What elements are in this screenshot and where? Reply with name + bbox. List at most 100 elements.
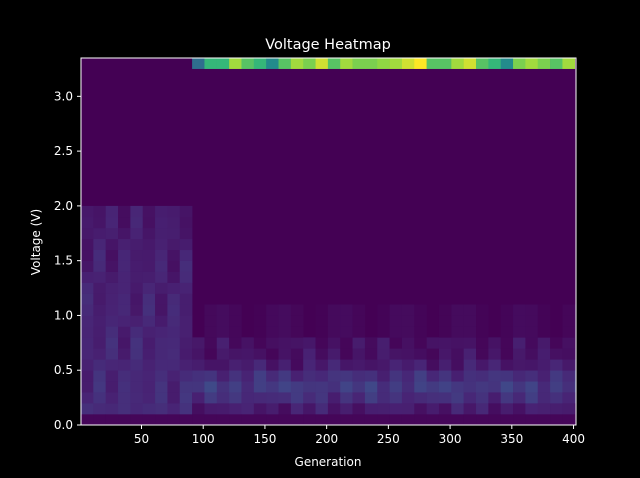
- heatmap-cell: [142, 359, 156, 371]
- heatmap-cell: [142, 348, 156, 360]
- heatmap-cell: [105, 414, 119, 426]
- heatmap-cell: [179, 381, 193, 393]
- heatmap-cell: [167, 326, 181, 338]
- heatmap-cell: [488, 414, 501, 426]
- heatmap-cell: [476, 315, 489, 327]
- heatmap-cell: [315, 337, 329, 349]
- heatmap-cell: [476, 326, 489, 338]
- heatmap-cell: [550, 414, 563, 426]
- heatmap-cell: [93, 227, 106, 240]
- heatmap-cell: [476, 304, 489, 316]
- heatmap-cell: [377, 392, 390, 404]
- heatmap-cell: [93, 293, 106, 305]
- heatmap-cell: [142, 403, 156, 415]
- heatmap-cell-top-row: [278, 58, 292, 69]
- heatmap-cell: [93, 282, 106, 294]
- heatmap-cell: [241, 381, 255, 393]
- heatmap-cell: [142, 227, 156, 240]
- heatmap-cell: [167, 337, 181, 349]
- heatmap-cell: [290, 359, 304, 371]
- heatmap-cell: [327, 403, 341, 415]
- heatmap-cell-top-row: [488, 58, 501, 69]
- heatmap-cell-top-row: [241, 58, 255, 69]
- x-tick-label: 250: [377, 432, 400, 446]
- heatmap-cell: [142, 392, 156, 404]
- heatmap-cell-top-row: [192, 58, 205, 69]
- heatmap-cell: [81, 282, 94, 294]
- heatmap-cell: [340, 348, 353, 360]
- heatmap-cell: [414, 403, 427, 415]
- heatmap-cell: [352, 315, 366, 327]
- heatmap-cell: [179, 304, 193, 316]
- heatmap-cell: [500, 414, 514, 426]
- heatmap-cell: [204, 337, 218, 349]
- heatmap-cell: [389, 326, 403, 338]
- heatmap-cell: [438, 304, 452, 316]
- heatmap-cell: [513, 381, 526, 393]
- heatmap-cell: [105, 403, 119, 415]
- heatmap-cell: [438, 337, 452, 349]
- heatmap-cell: [315, 304, 329, 316]
- heatmap-cell: [167, 282, 181, 294]
- heatmap-cell: [216, 315, 230, 327]
- heatmap-cell: [525, 370, 539, 382]
- heatmap-cell: [204, 403, 218, 415]
- heatmap-cell: [500, 315, 514, 327]
- heatmap-cell-top-row: [364, 58, 378, 69]
- heatmap-cell: [81, 392, 94, 404]
- heatmap-cell: [93, 392, 106, 404]
- heatmap-cell: [401, 414, 415, 426]
- heatmap-cell: [105, 326, 119, 338]
- heatmap-cell: [315, 326, 329, 338]
- y-tick-label: 1.0: [54, 308, 73, 322]
- heatmap-cell: [451, 348, 464, 360]
- heatmap-cell: [130, 403, 144, 415]
- heatmap-cell: [340, 337, 353, 349]
- heatmap-cell: [253, 337, 267, 349]
- heatmap-cell: [488, 392, 501, 404]
- heatmap-cell-top-row: [216, 58, 230, 69]
- heatmap-cell: [155, 260, 168, 272]
- heatmap-cell: [93, 315, 106, 327]
- heatmap-cell: [81, 359, 94, 371]
- heatmap-cell: [476, 348, 489, 360]
- heatmap-cell-top-row: [266, 58, 279, 69]
- heatmap-cell: [513, 392, 526, 404]
- heatmap-cell: [167, 348, 181, 360]
- heatmap-cell: [451, 326, 464, 338]
- heatmap-cell: [105, 249, 119, 261]
- heatmap-cell: [401, 304, 415, 316]
- heatmap-cell: [155, 392, 168, 404]
- heatmap-cell: [352, 414, 366, 426]
- heatmap-cell: [463, 370, 477, 382]
- heatmap-cell: [562, 304, 576, 316]
- heatmap-cell: [81, 238, 94, 251]
- heatmap-cell: [438, 370, 452, 382]
- heatmap-cell: [513, 403, 526, 415]
- heatmap-cell: [179, 282, 193, 294]
- heatmap-cell: [500, 403, 514, 415]
- heatmap-cell: [525, 392, 539, 404]
- heatmap-cell-top-row: [537, 58, 551, 69]
- heatmap-cell: [513, 370, 526, 382]
- heatmap-cell: [204, 381, 218, 393]
- heatmap-cell: [327, 304, 341, 316]
- heatmap-cell: [278, 315, 292, 327]
- heatmap-cell: [352, 304, 366, 316]
- heatmap-cell: [266, 381, 279, 393]
- heatmap-cell: [118, 304, 131, 316]
- heatmap-cell-top-row: [451, 58, 464, 69]
- heatmap-cell: [155, 348, 168, 360]
- heatmap-cell: [290, 315, 304, 327]
- heatmap-cell: [327, 392, 341, 404]
- heatmap-cell: [500, 326, 514, 338]
- heatmap-cell: [290, 348, 304, 360]
- heatmap-cell: [179, 271, 193, 283]
- heatmap-cell: [315, 370, 329, 382]
- heatmap-cell: [204, 315, 218, 327]
- heatmap-cell: [118, 293, 131, 305]
- heatmap-cell: [241, 370, 255, 382]
- heatmap-cell: [389, 304, 403, 316]
- heatmap-cell: [142, 238, 156, 251]
- heatmap-cell: [550, 337, 563, 349]
